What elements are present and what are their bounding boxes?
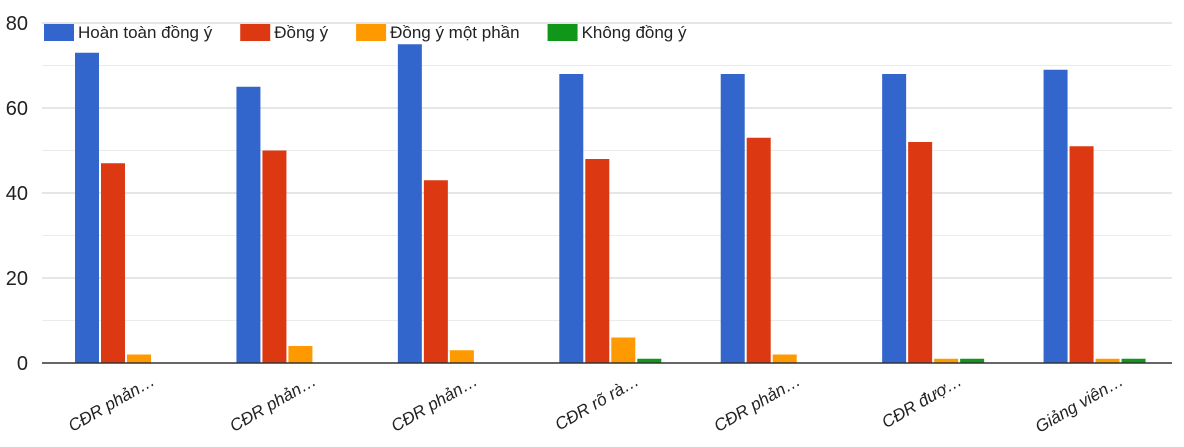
y-tick-label: 80 (6, 13, 28, 35)
bar (236, 86, 261, 363)
bar (934, 358, 959, 363)
x-category-label: CĐR phản… (711, 371, 804, 436)
x-category-label: CĐR rõ rà… (552, 371, 642, 434)
bar (101, 163, 125, 363)
bar (127, 354, 151, 363)
bars (75, 44, 1146, 363)
bar (1043, 69, 1068, 363)
bar (1121, 358, 1146, 363)
bar (1069, 146, 1094, 363)
bar (449, 350, 474, 363)
x-category-label: CĐR đượ… (879, 371, 966, 432)
bar (75, 52, 99, 363)
y-tick-label: 0 (17, 353, 28, 375)
y-tick-label: 40 (6, 183, 28, 205)
bar (772, 354, 797, 363)
y-axis: 0 20 40 60 80 (6, 13, 28, 375)
bar (1095, 358, 1120, 363)
bar (746, 137, 771, 363)
legend-label: Không đồng ý (582, 23, 687, 42)
bar (611, 337, 636, 363)
bar (908, 142, 933, 363)
legend-label: Đồng ý một phần (390, 23, 519, 42)
x-category-label: CĐR phản… (388, 371, 481, 436)
bar (585, 159, 610, 363)
bar (720, 74, 745, 363)
legend-swatch (44, 24, 74, 41)
x-category-label: Giảng viên… (1032, 371, 1127, 437)
legend-swatch (356, 24, 387, 41)
bar (288, 346, 313, 363)
bar (960, 358, 985, 363)
legend-label: Hoàn toàn đồng ý (78, 23, 213, 42)
bar (423, 180, 448, 363)
bar (397, 44, 422, 363)
bar (262, 150, 287, 363)
legend-swatch (240, 24, 271, 41)
x-category-label: CĐR phản… (226, 371, 319, 436)
legend-swatch (547, 24, 578, 41)
legend-label: Đồng ý (274, 23, 328, 42)
bar (882, 74, 907, 363)
bar (559, 74, 584, 363)
x-axis: CĐR phản… CĐR phản… CĐR phản… CĐR rõ rà… CĐR… (65, 371, 1127, 437)
y-tick-label: 60 (6, 98, 28, 120)
x-category-label: CĐR phản… (65, 371, 158, 436)
y-tick-label: 20 (6, 268, 28, 290)
legend: Hoàn toàn đồng ý Đồng ý Đồng ý một phần Khô… (44, 23, 687, 42)
bar (637, 358, 662, 363)
